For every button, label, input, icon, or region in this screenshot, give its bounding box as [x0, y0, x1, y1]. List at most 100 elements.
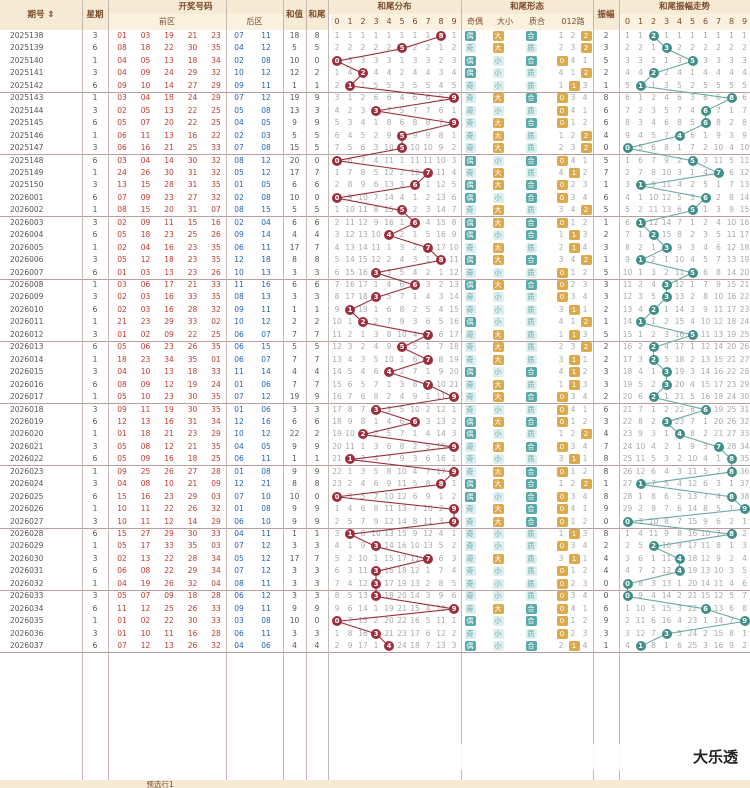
- amp-ball: 6: [699, 117, 712, 129]
- amp-ball: 1: [634, 217, 647, 229]
- tail-ball-label: 9: [449, 93, 459, 104]
- issue-cell[interactable]: 2025139: [10, 43, 44, 53]
- issue-cell[interactable]: 2026019: [10, 416, 44, 426]
- r012-tag-label: 0: [556, 441, 568, 452]
- front-number: 21: [187, 441, 198, 451]
- amp-missing-count: 1: [690, 31, 695, 40]
- issue-cell[interactable]: 2026015: [10, 367, 44, 377]
- oe-tag: 偶: [463, 428, 477, 440]
- tail-cell: 1: [314, 529, 320, 538]
- oe-tag: 奇: [463, 453, 477, 465]
- amp-cell: 6: [603, 105, 609, 115]
- issue-cell[interactable]: 2025141: [10, 68, 44, 78]
- footer-label[interactable]: 预选行1: [146, 780, 174, 788]
- issue-cell[interactable]: 2026032: [10, 578, 44, 588]
- front-number: 21: [187, 479, 198, 489]
- front-number: 17: [140, 541, 151, 551]
- tail-ball: 0: [331, 491, 344, 503]
- issue-cell[interactable]: 2026035: [10, 616, 44, 626]
- bs-tag: 小: [491, 366, 505, 378]
- issue-cell[interactable]: 2026026: [10, 504, 44, 514]
- issue-cell[interactable]: 2025143: [10, 93, 44, 103]
- issue-cell[interactable]: 2026004: [10, 230, 44, 240]
- issue-cell[interactable]: 2026005: [10, 242, 44, 252]
- missing-count: 19: [384, 603, 394, 613]
- issue-cell[interactable]: 2026008: [10, 280, 44, 289]
- back-number: 05: [261, 118, 271, 128]
- issue-cell[interactable]: 2026010: [10, 304, 44, 314]
- issue-cell[interactable]: 2026024: [10, 479, 44, 489]
- back-number: 12: [234, 479, 244, 489]
- amp-missing-count: 22: [622, 416, 633, 426]
- issue-cell[interactable]: 2026022: [10, 454, 44, 464]
- front-number: 25: [211, 454, 221, 464]
- amp-ball: 5: [686, 55, 699, 67]
- missing-count: 11: [358, 566, 368, 576]
- issue-cell[interactable]: 2025138: [10, 31, 44, 40]
- missing-count: 7: [438, 566, 444, 576]
- issue-cell[interactable]: 2026016: [10, 379, 44, 389]
- issue-cell[interactable]: 2025150: [10, 180, 44, 190]
- issue-cell[interactable]: 2026034: [10, 603, 44, 613]
- issue-cell[interactable]: 2026002: [10, 205, 44, 215]
- r012-miss: 2: [582, 516, 588, 526]
- issue-cell[interactable]: 2025145: [10, 118, 44, 128]
- issue-cell[interactable]: 2026029: [10, 541, 44, 551]
- issue-cell[interactable]: 2026003: [10, 217, 44, 227]
- issue-cell[interactable]: 2026001: [10, 192, 44, 202]
- issue-cell[interactable]: 2026025: [10, 491, 44, 501]
- missing-count: 1: [386, 379, 392, 389]
- issue-cell[interactable]: 2026017: [10, 392, 44, 402]
- amp-missing-count: 2: [716, 43, 721, 53]
- r012-tag-label: 0: [556, 466, 568, 477]
- issue-cell[interactable]: 2025146: [10, 130, 44, 140]
- issue-cell[interactable]: 2025142: [10, 80, 44, 90]
- week-cell: 6: [92, 230, 98, 240]
- issue-cell[interactable]: 2026009: [10, 292, 44, 302]
- issue-cell[interactable]: 2025144: [10, 105, 44, 115]
- issue-cell[interactable]: 2026027: [10, 516, 44, 526]
- missing-count: 13: [384, 529, 394, 538]
- amp-missing-count: 1: [651, 553, 656, 563]
- front-number: 12: [164, 379, 174, 389]
- issue-cell[interactable]: 2026020: [10, 429, 44, 439]
- amp-ball-label: 9: [739, 616, 750, 627]
- issue-cell[interactable]: 2026006: [10, 255, 44, 265]
- amp-ball: 4: [673, 565, 686, 577]
- missing-count: 9: [425, 130, 431, 140]
- amp-missing-count: 2: [716, 192, 721, 202]
- issue-cell[interactable]: 2026014: [10, 354, 44, 364]
- issue-cell[interactable]: 2026012: [10, 329, 44, 339]
- sum-cell: 9: [292, 516, 297, 526]
- issue-header[interactable]: 期号 ⇕: [0, 0, 82, 30]
- issue-cell[interactable]: 2026033: [10, 591, 44, 601]
- issue-cell[interactable]: 2026028: [10, 529, 44, 538]
- issue-cell[interactable]: 2026018: [10, 404, 44, 414]
- issue-cell[interactable]: 2026030: [10, 553, 44, 563]
- amp-cell: 2: [603, 541, 609, 551]
- issue-cell[interactable]: 2026037: [10, 641, 44, 651]
- issue-cell[interactable]: 2025147: [10, 143, 44, 153]
- front-number: 19: [164, 404, 174, 414]
- issue-cell[interactable]: 2026021: [10, 441, 44, 451]
- issue-cell[interactable]: 2026023: [10, 466, 44, 476]
- issue-cell[interactable]: 2025149: [10, 167, 44, 177]
- missing-count: 8: [373, 205, 379, 215]
- missing-count: 12: [436, 404, 446, 414]
- amp-missing-count: 6: [703, 93, 708, 103]
- issue-cell[interactable]: 2026007: [10, 267, 44, 277]
- issue-cell[interactable]: 2026036: [10, 628, 44, 638]
- issue-cell[interactable]: 2026031: [10, 566, 44, 576]
- amp-ball: 5: [686, 204, 699, 216]
- missing-count: 2: [347, 105, 353, 115]
- amp-missing-count: 5: [677, 628, 682, 638]
- oe-tag: 奇: [463, 167, 477, 179]
- week-cell: 6: [92, 304, 98, 314]
- amp-ball-label: 0: [622, 578, 633, 589]
- issue-cell[interactable]: 2025148: [10, 155, 44, 165]
- issue-cell[interactable]: 2026013: [10, 342, 44, 352]
- tail-cell: 8: [314, 31, 320, 40]
- issue-cell[interactable]: 2025140: [10, 55, 44, 65]
- bs-tag-label: 大: [492, 205, 504, 216]
- issue-cell[interactable]: 2026011: [10, 317, 44, 327]
